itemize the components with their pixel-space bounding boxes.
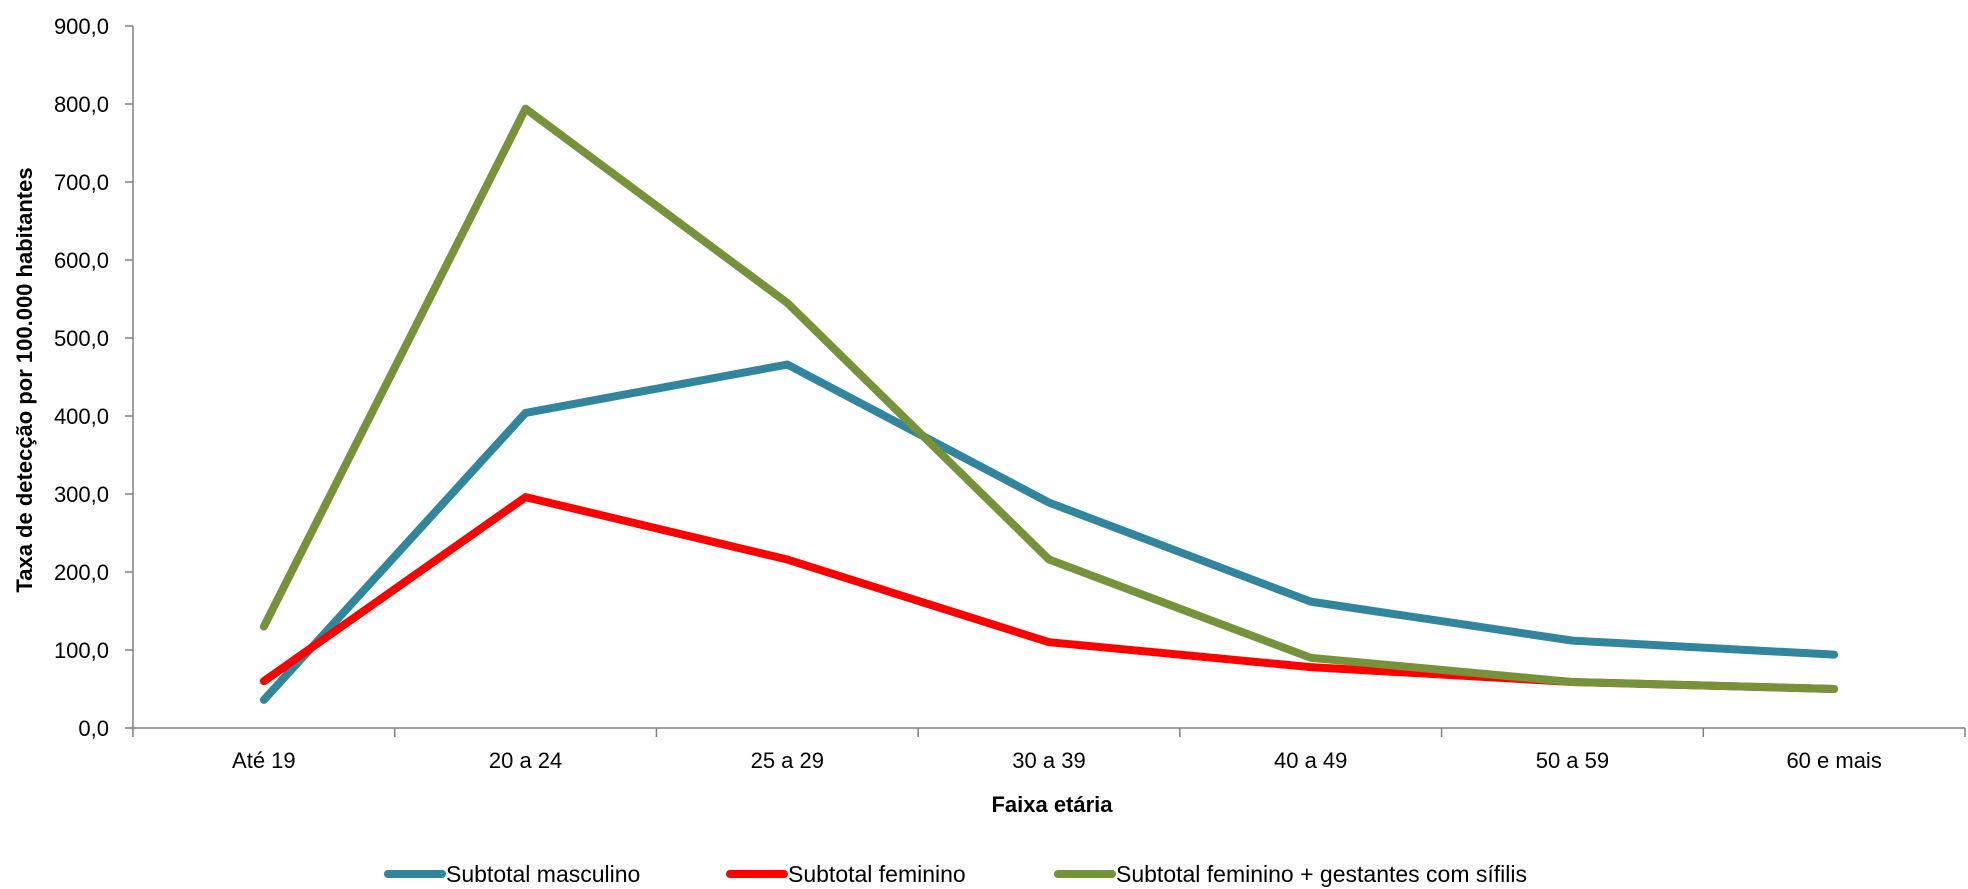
legend-item-3: Subtotal feminino + gestantes com sífili… [1054, 861, 1527, 887]
y-tick-label: 600,0 [54, 248, 109, 273]
series-layer [259, 104, 1839, 704]
x-tick-label: 25 a 29 [751, 748, 824, 773]
legend-label: Subtotal feminino + gestantes com sífili… [1116, 861, 1527, 887]
y-tick-label: 500,0 [54, 326, 109, 351]
y-axis-title: Taxa de detecção por 100.000 habitantes [12, 167, 37, 592]
x-tick-label: 60 e mais [1786, 748, 1881, 773]
axes [132, 26, 1965, 729]
y-tick-label: 400,0 [54, 404, 109, 429]
legend-label: Subtotal feminino [788, 861, 966, 887]
y-tick-label: 0,0 [78, 716, 109, 741]
x-axis-ticks: Até 19 20 a 24 25 a 29 30 a 39 40 a 49 50 a 5… [132, 728, 1966, 773]
legend: Subtotal masculino Subtotal feminino Subto… [384, 861, 1527, 887]
x-axis-title: Faixa etária [991, 792, 1113, 817]
x-tick-label: 20 a 24 [489, 748, 562, 773]
y-tick-label: 300,0 [54, 482, 109, 507]
x-tick-label: 40 a 49 [1274, 748, 1347, 773]
x-tick-label: 50 a 59 [1536, 748, 1609, 773]
legend-label: Subtotal masculino [446, 861, 640, 887]
y-tick-label: 900,0 [54, 14, 109, 39]
legend-item-2: Subtotal feminino [726, 861, 966, 887]
legend-item-1: Subtotal masculino [384, 861, 640, 887]
series-line-3 [259, 104, 1839, 693]
y-tick-label: 100,0 [54, 638, 109, 663]
x-tick-label: 30 a 39 [1012, 748, 1085, 773]
y-tick-label: 700,0 [54, 170, 109, 195]
series-line-1 [259, 360, 1839, 704]
y-tick-label: 200,0 [54, 560, 109, 585]
y-axis-ticks: 0,0 100,0 200,0 300,0 400,0 500,0 600,0 700,0 80… [54, 14, 133, 741]
series-line-2 [259, 493, 1839, 693]
x-tick-label: Até 19 [232, 748, 296, 773]
y-tick-label: 800,0 [54, 92, 109, 117]
